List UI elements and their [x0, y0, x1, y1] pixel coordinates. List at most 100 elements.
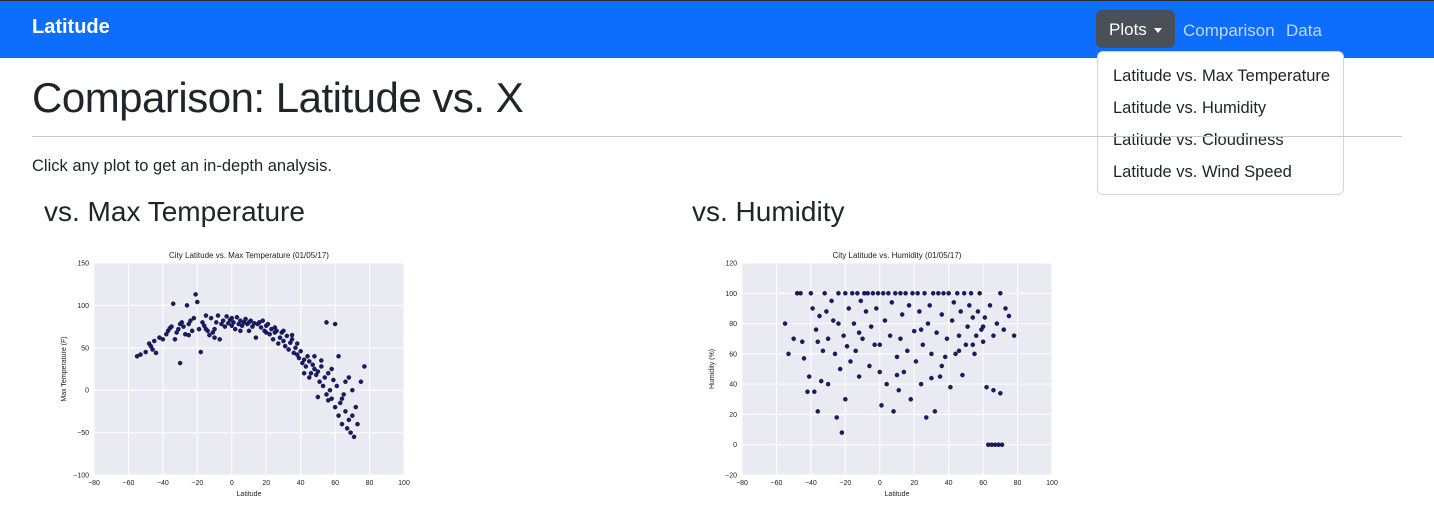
y-tick-label: 60 [729, 351, 737, 358]
plots-dropdown-toggle[interactable]: Plots [1096, 10, 1175, 48]
data-point [246, 320, 252, 325]
data-point [934, 330, 939, 335]
section-heading-humidity: vs. Humidity [692, 196, 845, 227]
data-point [891, 409, 896, 414]
data-point [868, 324, 874, 329]
data-point [184, 303, 190, 308]
x-tick-label: 80 [366, 480, 374, 487]
data-point [948, 384, 953, 390]
data-point [344, 426, 350, 431]
data-point [815, 339, 821, 344]
data-point [343, 409, 348, 414]
data-point [837, 366, 843, 372]
chart-title: City Latitude vs. Humidity (01/05/17) [833, 251, 962, 260]
data-point [973, 333, 979, 338]
data-point [920, 342, 926, 348]
nav-link-data[interactable]: Data [1286, 21, 1322, 40]
max-temperature-plot[interactable]: −80 −60 −40 −20 0 20 40 60 80 100 −100 −50 0 50 100 150… [50, 248, 430, 504]
data-point [977, 291, 982, 296]
data-point [203, 326, 209, 332]
data-point [327, 387, 333, 393]
dropdown-item-cloudiness[interactable]: Latitude vs. Cloudiness [1113, 131, 1284, 149]
data-point [998, 291, 1003, 296]
data-point [170, 301, 176, 306]
nav-link-comparison[interactable]: Comparison [1183, 21, 1275, 40]
data-point [276, 341, 281, 346]
data-point [939, 312, 945, 317]
data-point [839, 430, 845, 435]
data-point [303, 364, 309, 369]
data-point [338, 400, 343, 406]
data-point [189, 328, 195, 334]
data-point [960, 372, 965, 378]
humidity-plot[interactable]: −80 −60 −40 −20 0 20 40 60 80 100 −20 0 20 40 60 80 100 1… [698, 248, 1078, 504]
x-tick-label: 60 [979, 480, 987, 487]
data-point [229, 323, 235, 329]
data-point [806, 374, 812, 379]
x-tick-label: 100 [1046, 480, 1058, 487]
x-tick-label: 0 [878, 480, 882, 487]
data-point [810, 306, 815, 311]
data-point [817, 313, 822, 319]
data-point [215, 313, 221, 318]
data-point [258, 325, 264, 330]
data-point [846, 306, 852, 311]
data-point [301, 370, 307, 376]
data-point [937, 374, 943, 379]
section-heading-max-temperature: vs. Max Temperature [44, 196, 305, 227]
y-tick-label: −20 [725, 473, 737, 480]
dropdown-item-wind-speed[interactable]: Latitude vs. Wind Speed [1113, 163, 1292, 181]
data-point [911, 328, 917, 334]
dropdown-item-humidity[interactable]: Latitude vs. Humidity [1113, 99, 1267, 117]
data-point [263, 330, 269, 335]
data-point [874, 306, 879, 311]
y-tick-label: −50 [77, 430, 89, 437]
data-point [910, 291, 915, 296]
data-point [998, 390, 1003, 396]
data-point [160, 337, 166, 342]
data-point [217, 337, 222, 342]
data-point [214, 320, 219, 325]
data-point [260, 318, 266, 323]
data-point [880, 291, 886, 296]
data-point [358, 379, 364, 384]
data-point [177, 360, 183, 366]
data-point [339, 396, 345, 401]
chart-title: City Latitude vs. Max Temperature (01/05… [169, 251, 329, 260]
data-point [836, 291, 841, 296]
data-point [222, 324, 228, 329]
data-point [894, 372, 900, 378]
data-point [825, 336, 831, 341]
navbar-brand[interactable]: Latitude [32, 16, 110, 38]
data-point [887, 333, 893, 338]
data-point [332, 404, 338, 410]
data-point [831, 318, 836, 323]
data-point [341, 392, 346, 397]
data-point [886, 291, 891, 296]
x-tick-label: −80 [88, 480, 100, 487]
dropdown-item-max-temperature[interactable]: Latitude vs. Max Temperature [1113, 67, 1331, 85]
data-point [322, 375, 328, 380]
data-point [305, 354, 310, 359]
data-point [870, 291, 876, 296]
data-point [903, 291, 908, 296]
data-point [944, 336, 950, 341]
data-point [331, 377, 336, 383]
data-point [879, 403, 884, 408]
data-point [860, 336, 865, 341]
data-point [956, 333, 962, 338]
data-point [798, 291, 803, 296]
data-point [307, 359, 312, 364]
data-point [220, 318, 226, 323]
data-point [193, 292, 198, 297]
data-point [808, 291, 814, 296]
data-point [843, 397, 848, 402]
data-point [865, 291, 870, 296]
data-point [955, 291, 960, 296]
data-point [224, 314, 229, 319]
x-axis-label: Latitude [237, 491, 262, 498]
intro-text: Click any plot to get an in-depth analys… [32, 157, 332, 175]
y-tick-label: 0 [733, 442, 737, 449]
y-tick-label: 80 [729, 321, 737, 328]
data-point [818, 378, 824, 384]
